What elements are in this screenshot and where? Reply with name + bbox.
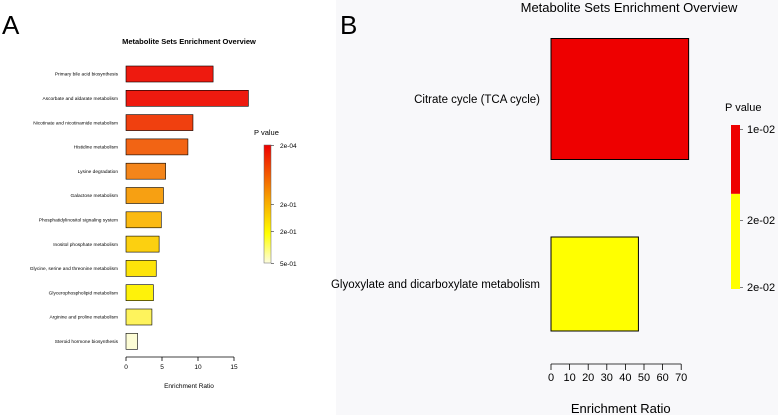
panel-a-x-tick-label: 5 [160,364,164,371]
panel-a-chart-title: Metabolite Sets Enrichment Overview [122,37,256,46]
panel-a-legend-label: 5e-01 [280,261,297,268]
panel-a-letter: A [2,10,20,40]
panel-a-bar [125,90,249,107]
panel-a-legend-color-bar [263,144,272,264]
panel-a-bar [125,187,164,204]
panel-b-x-tick-label: 20 [582,372,594,384]
panel-b-legend-label: 2e-02 [747,282,775,294]
panel-a-x-tick-label: 10 [194,364,202,371]
panel-a-bar [125,114,194,131]
panel-b-legend-color-segment [731,125,740,194]
panel-a-category-label: Steroid hormone biosynthesis [55,339,119,345]
panel-a-bar [125,308,153,326]
panel-a-bar [125,138,189,156]
panel-a-x-tick-label: 15 [230,364,238,371]
panel-b-x-tick-label: 30 [601,372,613,384]
panel-b-x-tick-label: 60 [656,372,668,384]
panel-a-bar [125,332,138,350]
panel-b-legend-label: 2e-02 [747,215,775,227]
panel-b-bar [550,236,639,332]
panel-b-legend-label: 1e-02 [747,124,775,136]
panel-b-category-label: Glyoxylate and dicarboxylate metabolism [331,279,540,291]
panel-a-category-label: Phosphatidylinositol signaling system [39,217,118,223]
panel-b-letter: B [340,10,358,40]
panel-a-bar [125,235,160,253]
panel-a-category-label: Nicotinate and nicotinamide metabolism [33,120,118,126]
panel-a-category-label: Ascorbate and aldarate metabolism [43,96,118,102]
panel-b-legend-color-segment [731,193,740,289]
panel-a-bar [125,211,162,229]
panel-b-x-tick-label: 0 [548,372,554,384]
panel-a-x-tick-label: 0 [124,364,128,371]
panel-b-x-tick-label: 70 [675,372,687,384]
panel-b-chart-title: Metabolite Sets Enrichment Overview [521,0,738,15]
panel-b-x-tick-label: 40 [619,372,631,384]
panel-a-category-label: Arginine and proline metabolism [49,315,118,321]
panel-b-category-label: Citrate cycle (TCA cycle) [414,94,540,106]
panel-b-x-tick-label: 10 [563,372,575,384]
panel-a-bar [125,162,166,180]
panel-a-category-label: Histidine metabolism [74,145,118,151]
panel-a-category-label: Inositol phosphate metabolism [53,242,118,248]
panel-a-category-label: Galactose metabolism [71,193,118,199]
panel-a-category-label: Glycine, serine and threonine metabolism [30,266,118,272]
panel-b-x-tick-label: 50 [638,372,650,384]
panel-a-bar [125,284,154,302]
panel-b-bar [550,38,690,160]
panel-a-bar [125,65,214,83]
panel-a-category-label: Lysine degradation [78,169,119,175]
panel-a-bar [125,260,157,277]
panel-b-legend-title: P value [725,102,762,114]
panel-a-legend-label: 2e-04 [280,143,297,150]
panel-a-legend-label: 2e-01 [280,229,297,236]
panel-a-category-label: Primary bile acid biosynthesis [55,72,119,78]
panel-a-legend-title: P value [254,128,279,137]
panel-a-x-axis-label: Enrichment Ratio [164,383,214,390]
panel-a-category-label: Glycerophospholipid metabolism [49,290,118,296]
panel-a-legend-label: 2e-01 [280,202,297,209]
panel-b-x-axis-label: Enrichment Ratio [571,401,671,415]
